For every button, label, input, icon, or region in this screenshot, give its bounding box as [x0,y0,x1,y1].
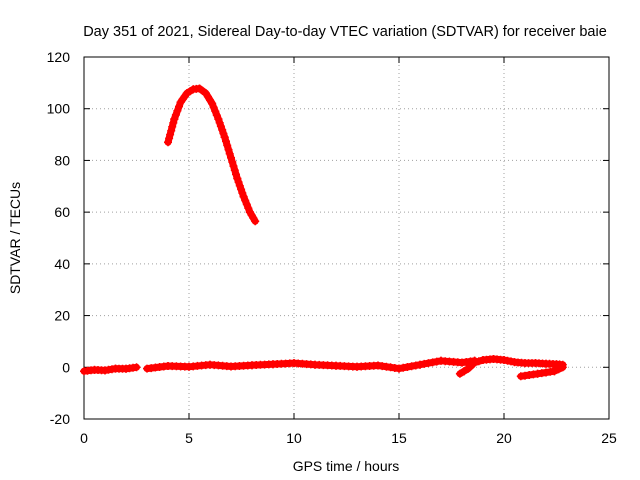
data-point [455,369,464,378]
data-point [167,126,176,135]
data-point [173,106,182,115]
data-point [208,99,217,108]
data-point [225,149,234,158]
data-point [219,129,228,138]
data-series [80,84,567,381]
y-tick-label: 20 [54,308,70,324]
data-point [470,358,479,367]
data-point [222,137,230,146]
y-tick-label: 100 [47,101,71,117]
y-tick-label: -20 [50,411,70,427]
data-point [224,145,233,154]
x-tick-label: 15 [391,430,407,446]
data-point [220,133,229,142]
data-point [215,118,224,127]
data-point [229,162,238,171]
x-tick-label: 25 [601,430,617,446]
series-arc-5 [470,355,567,369]
y-axis-label: SDTVAR / TECUs [7,182,23,294]
data-point [232,170,240,179]
data-point [165,134,174,143]
series-arc-1 [164,84,260,226]
data-point [239,192,248,201]
series-line [164,85,259,225]
grid [84,57,609,419]
data-point [251,217,260,226]
series-arc-6 [516,363,567,381]
x-tick-label: 10 [286,430,302,446]
data-point [474,357,483,366]
data-point [168,122,177,131]
data-point [237,185,246,194]
y-tick-label: 0 [62,359,70,375]
data-point [460,367,469,376]
data-point [223,141,232,150]
data-point [228,158,237,166]
data-point [166,130,175,139]
data-point [175,102,183,111]
y-tick-label: 120 [47,49,71,65]
data-point [554,365,563,374]
data-point [420,359,429,368]
data-point [212,111,221,120]
data-point [238,189,247,197]
axis-ticks: 0 5 10 15 20 25 -20 0 20 40 60 80 100 120 [47,49,617,446]
data-point [227,153,235,162]
data-point [395,364,403,373]
x-tick-label: 0 [80,430,88,446]
data-point [464,364,473,373]
plot-frame [83,56,610,420]
data-point [244,204,253,213]
x-axis-label: GPS time / hours [293,458,400,474]
data-point [230,166,239,175]
data-point [164,138,172,147]
series-arc-2 [80,363,141,376]
data-point [407,362,416,371]
x-tick-label: 20 [496,430,512,446]
data-point [432,357,441,366]
x-tick-label: 5 [185,430,193,446]
y-tick-label: 40 [54,256,70,272]
series-arc-3 [143,356,479,373]
data-point [428,358,437,367]
data-point [242,200,251,209]
data-point [399,363,408,372]
data-point [558,363,567,372]
data-point [234,178,243,187]
data-point [209,103,218,112]
data-point [216,122,225,131]
data-point [132,363,141,372]
data-point [233,174,242,183]
data-point [241,196,250,205]
y-tick-label: 80 [54,152,70,168]
chart-title: Day 351 of 2021, Sidereal Day-to-day VTE… [83,24,607,40]
data-point [218,125,227,134]
data-point [416,360,424,369]
data-point [170,115,179,124]
data-point [169,118,178,127]
data-point [550,367,559,376]
data-point [211,107,220,116]
data-point [171,110,180,119]
data-point [214,115,223,124]
y-tick-label: 60 [54,204,70,220]
data-point [411,361,420,370]
data-point [235,181,244,190]
